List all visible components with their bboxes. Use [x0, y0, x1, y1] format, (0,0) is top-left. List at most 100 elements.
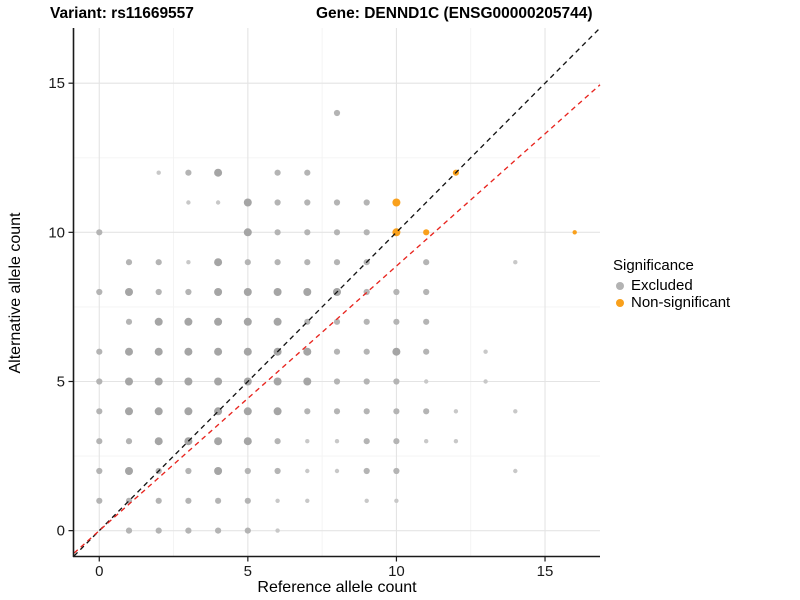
data-point-excluded — [125, 377, 133, 386]
data-point-excluded — [155, 497, 162, 504]
legend: Significance Excluded Non-significant — [613, 257, 730, 311]
data-point-excluded — [243, 407, 252, 416]
data-point-excluded — [274, 259, 281, 266]
legend-label-excluded: Excluded — [631, 277, 693, 294]
data-point-excluded — [483, 379, 488, 384]
data-point-excluded — [96, 438, 103, 445]
data-point-excluded — [154, 407, 163, 416]
data-point-excluded — [244, 259, 251, 266]
non-significant-dot-icon — [616, 298, 624, 307]
data-point-excluded — [273, 377, 282, 386]
data-point-excluded — [244, 527, 251, 534]
data-point-excluded — [513, 409, 518, 414]
data-point-excluded — [513, 260, 518, 265]
data-point-excluded — [304, 408, 311, 415]
legend-item-non-significant: Non-significant — [613, 294, 730, 311]
data-point-excluded — [304, 199, 311, 206]
ratio-line — [73, 84, 601, 554]
data-point-excluded — [184, 377, 193, 386]
data-point-excluded — [334, 439, 340, 444]
data-point-excluded — [453, 409, 459, 414]
data-point-excluded — [423, 259, 430, 266]
data-point-excluded — [125, 527, 133, 534]
data-point-excluded — [214, 467, 223, 475]
data-point-excluded — [186, 200, 191, 205]
excluded-dot-icon — [616, 281, 624, 290]
data-point-excluded — [363, 348, 370, 355]
data-point-excluded — [154, 377, 163, 386]
data-point-excluded — [125, 407, 133, 416]
data-point-excluded — [215, 200, 221, 205]
data-point-excluded — [185, 467, 192, 475]
data-point-excluded — [333, 109, 341, 117]
data-point-excluded — [155, 259, 162, 266]
data-point-excluded — [243, 437, 252, 446]
data-point-excluded — [125, 318, 133, 325]
data-point-excluded — [273, 317, 282, 326]
data-point-excluded — [423, 348, 430, 355]
data-point-excluded — [363, 318, 370, 325]
data-point-excluded — [303, 347, 312, 356]
data-point-excluded — [184, 407, 193, 416]
data-point-excluded — [363, 467, 370, 475]
data-point-excluded — [243, 228, 252, 237]
data-point-excluded — [185, 527, 192, 534]
x-tick-label: 15 — [537, 563, 554, 580]
data-point-excluded — [305, 439, 310, 444]
data-point-excluded — [214, 377, 223, 386]
data-point-excluded — [273, 407, 282, 416]
data-point-excluded — [275, 528, 280, 533]
data-point-excluded — [394, 498, 399, 503]
data-point-excluded — [243, 347, 252, 356]
data-point-excluded — [154, 347, 163, 356]
data-point-excluded — [483, 349, 488, 354]
y-tick-label: 15 — [48, 75, 65, 92]
y-tick-label: 0 — [57, 523, 65, 540]
data-point-excluded — [125, 259, 133, 266]
data-point-excluded — [155, 288, 162, 296]
data-point-excluded — [214, 317, 223, 326]
data-point-excluded — [393, 288, 400, 296]
data-point-excluded — [274, 438, 281, 445]
data-point-excluded — [303, 288, 312, 296]
data-point-excluded — [154, 437, 163, 446]
data-point-excluded — [214, 347, 223, 356]
y-tick-label: 5 — [57, 373, 65, 390]
data-point-excluded — [393, 467, 400, 475]
data-point-excluded — [424, 439, 429, 444]
data-point-excluded — [333, 259, 341, 266]
data-point-excluded — [214, 288, 223, 296]
data-point-excluded — [393, 318, 400, 325]
x-tick-label: 0 — [95, 563, 103, 580]
data-point-excluded — [125, 288, 133, 296]
data-point-excluded — [423, 318, 430, 325]
data-point-excluded — [304, 229, 311, 236]
data-point-excluded — [393, 378, 400, 385]
data-point-excluded — [214, 258, 223, 267]
data-point-excluded — [333, 378, 341, 385]
data-point-excluded — [185, 288, 192, 296]
data-point-excluded — [363, 378, 370, 385]
data-point-excluded — [274, 169, 281, 176]
data-point-excluded — [186, 260, 191, 265]
data-point-excluded — [423, 408, 430, 415]
data-point-excluded — [304, 169, 311, 176]
data-point-excluded — [364, 498, 369, 503]
gene-title: Gene: DENND1C (ENSG00000205744) — [316, 5, 593, 22]
data-point-non-significant — [392, 198, 401, 207]
data-point-excluded — [243, 317, 252, 326]
data-point-excluded — [333, 199, 341, 206]
data-point-excluded — [96, 348, 103, 355]
data-point-excluded — [214, 437, 223, 446]
variant-title: Variant: rs11669557 — [50, 5, 194, 22]
data-point-excluded — [423, 288, 430, 296]
data-point-excluded — [155, 527, 162, 534]
data-point-excluded — [274, 467, 281, 475]
data-point-excluded — [96, 288, 103, 296]
data-point-excluded — [363, 408, 370, 415]
data-point-excluded — [243, 288, 252, 296]
data-point-excluded — [185, 169, 192, 176]
data-point-excluded — [156, 170, 161, 175]
data-point-excluded — [154, 317, 163, 326]
